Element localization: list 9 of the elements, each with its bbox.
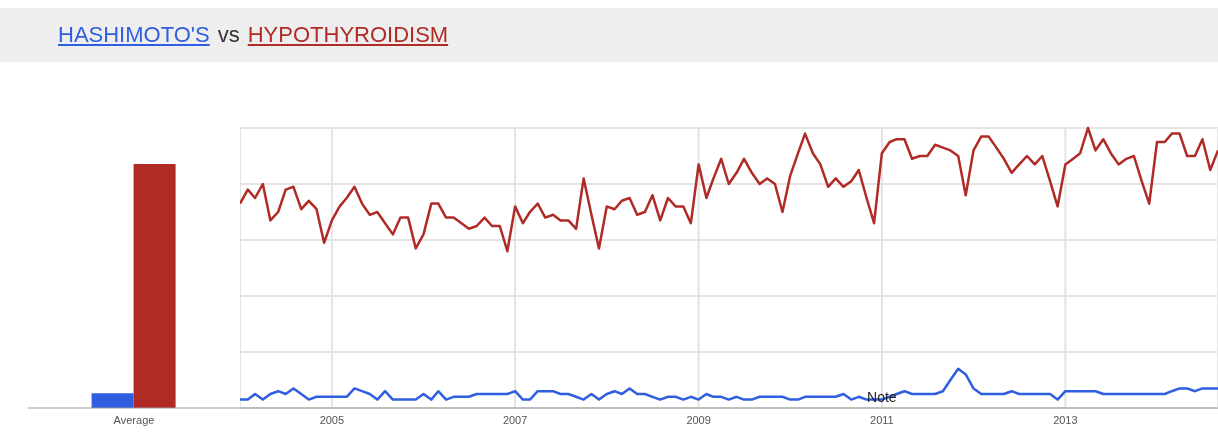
x-tick-label: 2007: [502, 413, 528, 426]
text: HASHIMOTO'S: [58, 22, 210, 47]
text: vs: [217, 22, 240, 47]
x-tick-label: 2005: [319, 413, 345, 426]
x-tick-label: 2009: [686, 413, 711, 426]
x-tick-label: 2013: [1053, 413, 1078, 426]
text: HYPOTHYROIDISM: [247, 22, 449, 47]
x-tick-label: Average: [113, 413, 155, 426]
x-tick-label: 2011: [870, 413, 894, 426]
